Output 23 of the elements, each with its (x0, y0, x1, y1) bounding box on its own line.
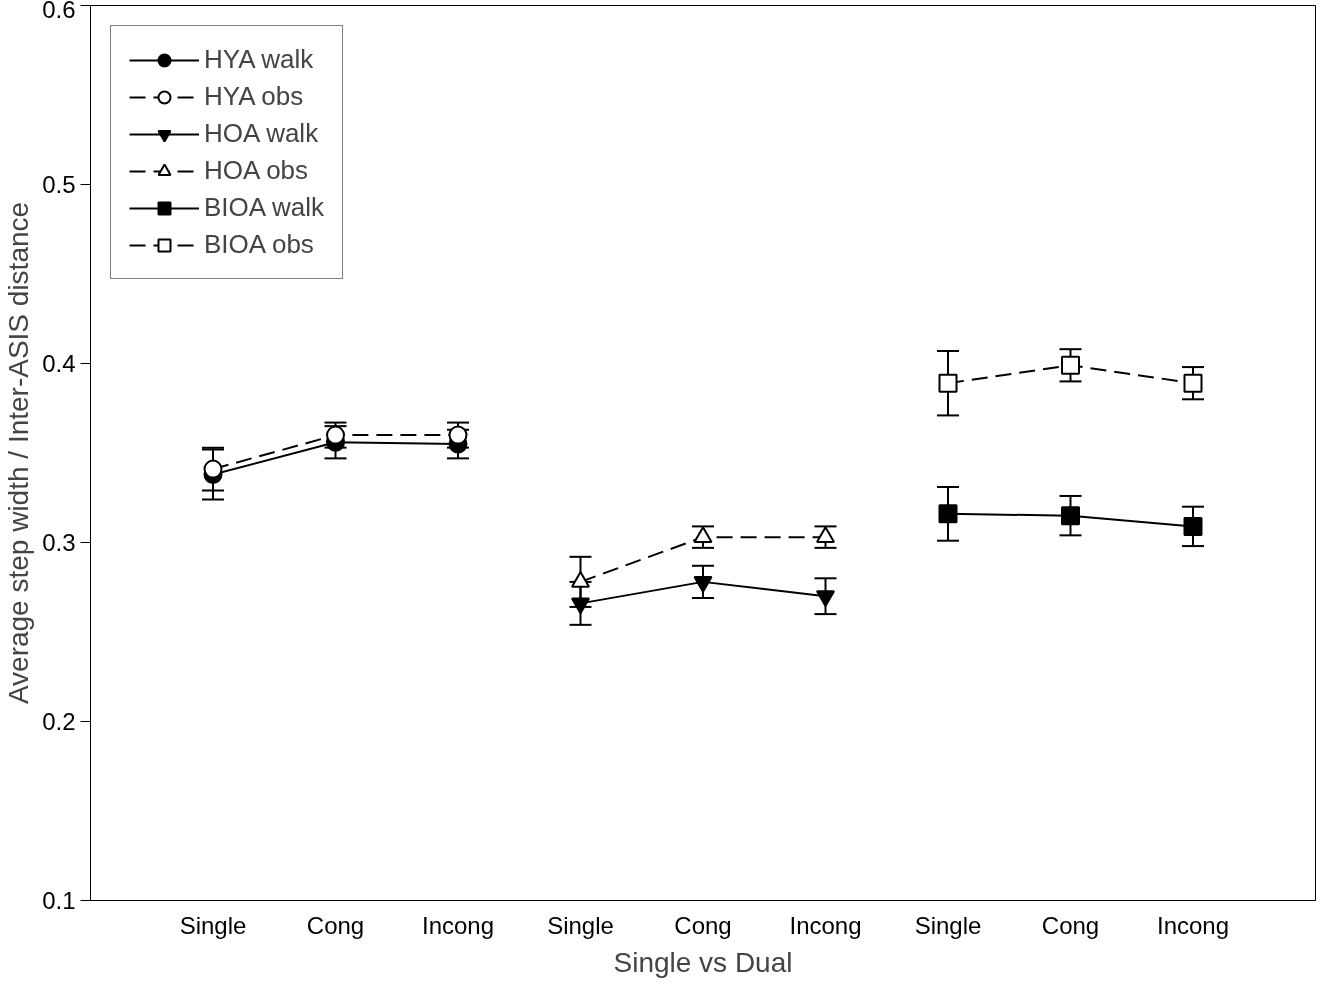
legend-label: BIOA walk (204, 192, 324, 223)
y-tick-label: 0.4 (42, 350, 76, 377)
x-tick-label: Single (914, 911, 982, 939)
x-tick-label: Incong (1156, 911, 1230, 939)
y-tick-label: 0.1 (42, 887, 76, 914)
legend-label: HYA walk (204, 44, 314, 75)
y-tick-label: 0.2 (42, 708, 76, 735)
legend-label: BIOA obs (204, 229, 314, 260)
x-tick-label: Cong (306, 911, 365, 939)
x-tick-label: Incong (789, 911, 862, 939)
x-axis-title: Single vs Dual (613, 946, 793, 978)
legend-label: HYA obs (204, 81, 304, 112)
y-tick-label: 0.3 (42, 529, 76, 556)
y-tick-label: 0.6 (42, 0, 76, 23)
x-tick-label: Incong (421, 911, 495, 939)
y-axis-title: Average step width / Inter-ASIS distance (3, 201, 35, 705)
x-tick-label: Cong (674, 911, 732, 939)
legend-label: HOA obs (204, 155, 309, 186)
x-tick-label: Cong (1041, 911, 1100, 939)
legend-label: HOA walk (204, 118, 319, 149)
x-tick-label: Single (179, 911, 247, 939)
x-tick-label: Single (547, 911, 614, 939)
y-tick-label: 0.5 (42, 171, 76, 198)
